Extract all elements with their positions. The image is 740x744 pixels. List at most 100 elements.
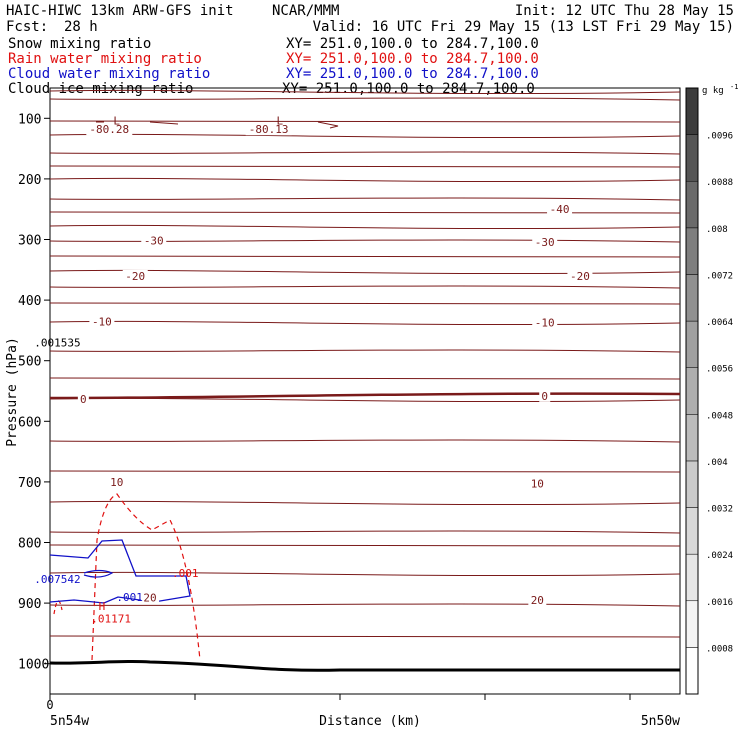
temperature-isotherm (49, 120, 681, 123)
colorbar-level: .0072 (706, 271, 733, 281)
colorbar-level: .0008 (706, 644, 733, 654)
label-backing (107, 475, 126, 488)
label-backing (532, 235, 558, 248)
cloud-water-label: .001 (116, 591, 143, 604)
colorbar-swatch (685, 600, 699, 648)
low-arrow-mark (317, 121, 339, 129)
field-xy-cloud-ice: XY= 251.0,100.0 to 284.7,100.0 (282, 81, 535, 97)
x-left-location: 5n54w (50, 714, 89, 729)
cloud-water-label: .007542 (34, 573, 80, 586)
temperature-isotherm (49, 255, 681, 258)
temperature-isotherm (49, 197, 681, 201)
colorbar-level: .0032 (706, 505, 733, 515)
field-name-cloud-ice: Cloud ice mixing ratio (8, 81, 193, 97)
y-tick-label: 500 (18, 355, 41, 370)
cloud-water-contour (83, 569, 114, 578)
temperature-isotherm (49, 285, 681, 289)
temperature-isotherm (49, 320, 681, 326)
colorbar-level: .0096 (706, 132, 733, 142)
temperature-isotherm (49, 397, 681, 403)
label-backing (141, 591, 160, 604)
temperature-contours (49, 89, 681, 672)
colorbar-swatch (685, 134, 699, 182)
y-tick-label: 400 (18, 294, 41, 309)
rain-label: .01171 (91, 612, 131, 625)
temperature-isotherm (49, 133, 681, 139)
temperature-label: -30 (535, 236, 555, 249)
temperature-isotherm (49, 635, 681, 638)
field-xy-snow: XY= 251.0,100.0 to 284.7,100.0 (286, 36, 539, 52)
temperature-isotherm (49, 165, 681, 168)
colorbar-swatch (685, 553, 699, 602)
y-tick-label: 700 (18, 476, 41, 491)
temperature-label: 0 (80, 393, 87, 406)
x-right-location: 5n50w (641, 714, 680, 729)
colorbar-swatch (685, 367, 699, 415)
temperature-isotherm (49, 530, 681, 534)
label-backing (86, 123, 133, 136)
temperature-isotherm (49, 302, 681, 305)
temperature-label: -80.28 (89, 123, 129, 136)
fcst-value: 28 h (64, 19, 98, 35)
temperature-isotherm (49, 177, 681, 183)
low-arrow-mark (96, 121, 179, 125)
y-tick-label: 300 (18, 234, 41, 249)
model-title: HAIC-HIWC 13km ARW-GFS init (6, 3, 234, 19)
temperature-isotherm (49, 571, 681, 577)
colorbar-swatch (685, 414, 699, 462)
label-backing (539, 389, 551, 402)
temperature-label: 0 (541, 390, 548, 403)
high-marker: H (99, 600, 106, 613)
field-name-snow: Snow mixing ratio (8, 36, 151, 52)
y-tick-label: 900 (18, 597, 41, 612)
label-backing (141, 234, 167, 247)
temperature-label: -20 (125, 270, 145, 283)
terrain-line (49, 659, 680, 672)
snow-label: .001535 (34, 337, 80, 350)
colorbar-swatch (685, 87, 699, 135)
low-pressure-marker: L (113, 115, 120, 128)
y-tick-label: 100 (18, 112, 41, 127)
y-tick-label: 1000 (18, 658, 49, 673)
label-backing (245, 123, 292, 136)
colorbar-swatch (685, 460, 699, 508)
colorbar-level: .0024 (706, 551, 733, 561)
colorbar-swatch (685, 507, 699, 555)
colorbar: .0008 .0016 .0024 .0032 .004 .0048 .0056 .0064.… (685, 83, 738, 695)
cloud-water-contour (49, 539, 191, 604)
colorbar-level: .004 (706, 458, 728, 468)
temperature-label: -40 (550, 203, 570, 216)
valid-time: Valid: 16 UTC Fri 29 May 15 (13 LST Fri … (313, 19, 734, 35)
temperature-label: -80.13 (249, 123, 289, 136)
label-backing (77, 392, 89, 405)
temperature-isotherm (49, 151, 681, 155)
field-name-rain: Rain water mixing ratio (8, 51, 202, 67)
field-xy-cloud-water: XY= 251.0,100.0 to 284.7,100.0 (286, 66, 539, 82)
zero-isotherm (49, 392, 681, 400)
temperature-isotherm (49, 603, 681, 607)
y-axis: 100 200 300 400 500 600 700 800 900 1000 (18, 112, 50, 673)
label-backing (89, 315, 115, 328)
temperature-isotherm (49, 377, 681, 380)
field-name-cloud-water: Cloud water mixing ratio (8, 66, 210, 82)
colorbar-level: .0064 (706, 318, 733, 328)
rain-contour (53, 600, 63, 615)
org-label: NCAR/MMM (272, 3, 339, 19)
colorbar-swatch (685, 180, 699, 229)
label-backing (532, 316, 558, 329)
temperature-isotherm (49, 239, 681, 243)
y-tick-label: 200 (18, 173, 41, 188)
y-tick-label: 600 (18, 415, 41, 430)
temperature-label: -20 (570, 270, 590, 283)
colorbar-level: .008 (706, 225, 728, 235)
colorbar-level: .0016 (706, 598, 733, 608)
colorbar-level: .0088 (706, 178, 733, 188)
temperature-isotherm (49, 500, 681, 506)
label-backing (528, 594, 547, 607)
colorbar-unit: g kg (702, 86, 724, 96)
x-axis-title: Distance (km) (319, 714, 421, 729)
colorbar-frame (685, 87, 699, 695)
colorbar-level: .0056 (706, 365, 733, 375)
